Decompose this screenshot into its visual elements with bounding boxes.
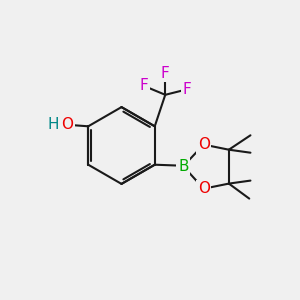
Text: O: O — [198, 181, 210, 196]
Text: B: B — [178, 159, 188, 174]
Text: O: O — [61, 117, 73, 132]
Text: O: O — [198, 137, 210, 152]
Text: F: F — [182, 82, 191, 97]
Text: F: F — [139, 78, 148, 93]
Text: F: F — [161, 66, 170, 81]
Text: H: H — [47, 117, 59, 132]
